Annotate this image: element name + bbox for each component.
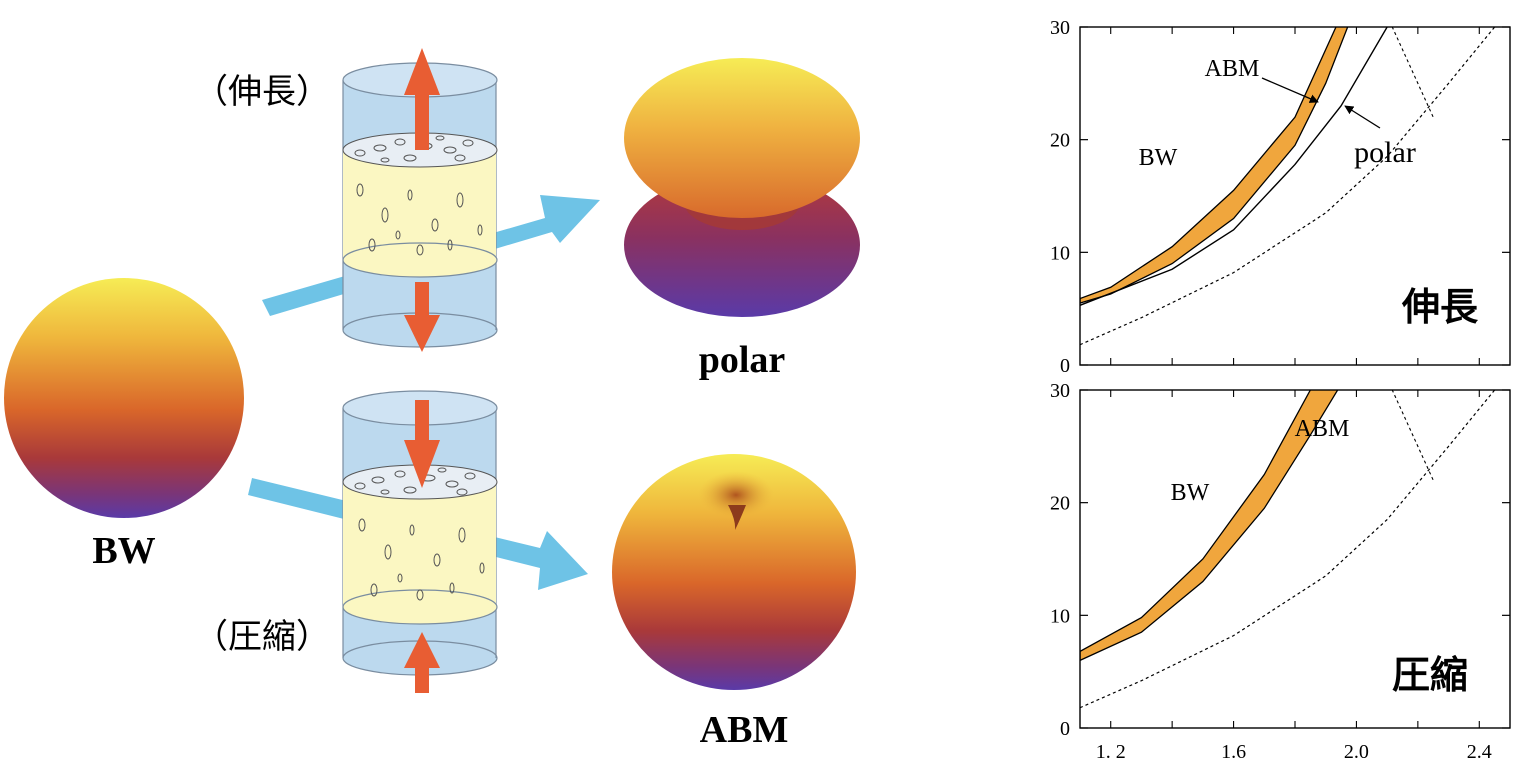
boundary-dotted-line bbox=[1080, 390, 1496, 709]
polar-label: polar bbox=[699, 339, 786, 381]
compress-cylinder bbox=[342, 390, 498, 693]
phase-diagram-compress: 0 10 20 30 1. 2 1.6 2.0 2.4 BW ABM 圧縮 bbox=[1050, 380, 1511, 763]
plot-area bbox=[1080, 390, 1496, 709]
x-tick-label: 1.6 bbox=[1221, 741, 1246, 763]
abm-pointer-arrow bbox=[1261, 77, 1319, 103]
region-label-bw: BW bbox=[1171, 480, 1210, 506]
stretch-arrow-up bbox=[404, 48, 440, 150]
polar-pointer-arrow bbox=[1344, 105, 1381, 129]
stretch-arrow-down bbox=[404, 282, 440, 352]
region-label-polar: polar bbox=[1354, 136, 1416, 169]
bw-label: BW bbox=[92, 530, 155, 572]
x-tick-label: 2.4 bbox=[1467, 741, 1492, 763]
phase-diagram-stretch: 0 10 20 30 BW ABM polar 伸長 bbox=[1050, 17, 1511, 377]
panel-label: 圧縮 bbox=[1392, 653, 1468, 697]
panel-label: 伸長 bbox=[1401, 285, 1479, 329]
stretch-cylinder bbox=[342, 48, 498, 352]
y-tick-label: 30 bbox=[1050, 380, 1070, 402]
region-label-abm: ABM bbox=[1205, 56, 1260, 82]
aerogel-pores-lower bbox=[354, 467, 485, 601]
abm-label: ABM bbox=[700, 709, 789, 751]
compress-arrow-up bbox=[404, 632, 440, 693]
y-tick-label: 20 bbox=[1050, 130, 1070, 152]
y-tick-label: 10 bbox=[1050, 242, 1070, 264]
boundary-dotted-line bbox=[1080, 27, 1496, 346]
y-tick-label: 20 bbox=[1050, 493, 1070, 515]
plot-area bbox=[1080, 27, 1496, 346]
y-tick-label: 10 bbox=[1050, 605, 1070, 627]
x-tick-label: 2.0 bbox=[1344, 741, 1369, 763]
abm-shape bbox=[612, 454, 856, 690]
compress-label: （圧縮） bbox=[194, 617, 330, 657]
dotted-connector bbox=[1391, 27, 1434, 118]
region-label-abm: ABM bbox=[1295, 416, 1350, 442]
y-tick-label: 0 bbox=[1060, 355, 1070, 377]
abm-band bbox=[1080, 390, 1339, 662]
dotted-connector bbox=[1391, 390, 1434, 481]
bw-sphere bbox=[4, 278, 244, 518]
y-tick-label: 30 bbox=[1050, 17, 1070, 39]
polar-boundary-line bbox=[1080, 27, 1389, 306]
y-tick-label: 0 bbox=[1060, 718, 1070, 740]
polar-shape bbox=[624, 58, 860, 317]
compress-arrow-down bbox=[404, 400, 440, 488]
x-tick-label: 1. 2 bbox=[1096, 741, 1126, 763]
stretch-label: （伸長） bbox=[194, 72, 330, 112]
region-label-bw: BW bbox=[1139, 145, 1178, 171]
abm-band bbox=[1080, 27, 1349, 304]
